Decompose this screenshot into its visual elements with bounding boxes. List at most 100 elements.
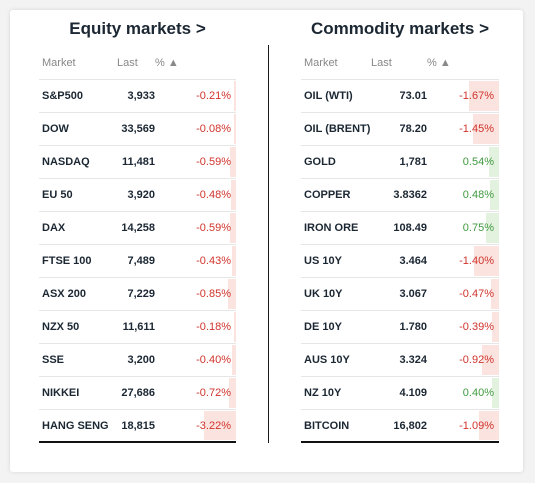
market-name[interactable]: NIKKEI — [42, 387, 80, 399]
pct-change-value: -0.59% — [196, 222, 231, 234]
last-value: 1.780 — [399, 321, 427, 333]
market-name[interactable]: EU 50 — [42, 189, 73, 201]
negative-change-bar — [233, 81, 236, 111]
last-value: 78.20 — [399, 123, 427, 135]
table-row[interactable]: UK 10Y 3.067 -0.47% — [301, 278, 499, 311]
pct-change-value: -1.09% — [459, 419, 494, 432]
table-row[interactable]: BITCOIN 16,802 -1.09% — [301, 410, 499, 443]
pct-change-value: -0.59% — [196, 156, 231, 168]
equity-markets-link[interactable]: Equity markets > — [69, 19, 206, 38]
table-row[interactable]: OIL (WTI) 73.01 -1.67% — [301, 80, 499, 113]
pct-change: -0.08% — [155, 113, 236, 145]
last-value: 1,781 — [399, 156, 427, 168]
pct-column-header-sort[interactable]: % ▲ — [427, 56, 451, 69]
pct-change-value: -1.45% — [459, 123, 494, 135]
market-name[interactable]: UK 10Y — [304, 288, 343, 300]
negative-change-bar — [234, 114, 236, 144]
market-name[interactable]: SSE — [42, 354, 65, 366]
last-value: 108.49 — [393, 222, 427, 234]
pct-change: -0.18% — [155, 311, 236, 343]
market-name[interactable]: NZ 10Y — [304, 387, 342, 399]
market-name[interactable]: GOLD — [304, 156, 336, 168]
last-value: 4.109 — [399, 387, 427, 399]
pct-change: -0.47% — [427, 278, 499, 310]
table-row[interactable]: NZ 10Y 4.109 0.40% — [301, 377, 499, 410]
table-row[interactable]: EU 50 3,920 -0.48% — [39, 179, 236, 212]
last-value: 11,611 — [122, 321, 155, 333]
pct-change: -0.85% — [155, 278, 236, 310]
market-name[interactable]: HANG SENG — [42, 419, 109, 432]
pct-change: 0.48% — [427, 179, 499, 211]
table-row[interactable]: SSE 3,200 -0.40% — [39, 344, 236, 377]
market-name[interactable]: NZX 50 — [42, 321, 80, 333]
market-name[interactable]: DAX — [42, 222, 66, 234]
table-row[interactable]: NZX 50 11,611 -0.18% — [39, 311, 236, 344]
table-row[interactable]: DOW 33,569 -0.08% — [39, 113, 236, 146]
table-row[interactable]: S&P500 3,933 -0.21% — [39, 80, 236, 113]
pct-change: -0.40% — [155, 344, 236, 376]
market-name[interactable]: COPPER — [304, 189, 351, 201]
table-row[interactable]: NASDAQ 11,481 -0.59% — [39, 146, 236, 179]
commodity-table-body: OIL (WTI) 73.01 -1.67% OIL (BRENT) 78.20 -1.4… — [301, 80, 499, 443]
negative-change-bar — [232, 345, 236, 375]
market-name[interactable]: NASDAQ — [42, 156, 90, 168]
negative-change-bar — [230, 147, 236, 177]
market-name[interactable]: OIL (BRENT) — [304, 123, 371, 135]
commodity-panel: Commodity markets > Market Last % ▲ OIL … — [301, 10, 499, 443]
table-row[interactable]: NIKKEI 27,686 -0.72% — [39, 377, 236, 410]
market-name[interactable]: OIL (WTI) — [304, 90, 353, 102]
last-value: 16,802 — [393, 419, 427, 432]
negative-change-bar — [473, 246, 499, 276]
negative-change-bar — [231, 180, 236, 210]
negative-change-bar — [230, 213, 236, 243]
pct-change: 0.75% — [427, 212, 499, 244]
last-value: 33,569 — [121, 123, 155, 135]
pct-change-value: -0.48% — [196, 189, 231, 201]
equity-table-body: S&P500 3,933 -0.21% DOW 33,569 -0.08% NASDAQ 11… — [39, 80, 236, 443]
market-name[interactable]: US 10Y — [304, 255, 342, 267]
pct-change: -1.45% — [427, 113, 499, 145]
table-row[interactable]: AUS 10Y 3.324 -0.92% — [301, 344, 499, 377]
negative-change-bar — [479, 411, 499, 440]
negative-change-bar — [469, 81, 499, 111]
market-name[interactable]: S&P500 — [42, 90, 83, 102]
market-name[interactable]: AUS 10Y — [304, 354, 350, 366]
market-name[interactable]: DOW — [42, 123, 69, 135]
market-name[interactable]: FTSE 100 — [42, 255, 92, 267]
table-row[interactable]: FTSE 100 7,489 -0.43% — [39, 245, 236, 278]
market-column-header: Market — [42, 56, 76, 69]
market-name[interactable]: ASX 200 — [42, 288, 87, 300]
pct-change: -0.72% — [155, 377, 236, 409]
negative-change-bar — [482, 345, 499, 375]
table-row[interactable]: IRON ORE 108.49 0.75% — [301, 212, 499, 245]
pct-change: -1.40% — [427, 245, 499, 277]
last-value: 3.8362 — [393, 189, 427, 201]
negative-change-bar — [490, 279, 499, 309]
table-row[interactable]: US 10Y 3.464 -1.40% — [301, 245, 499, 278]
positive-change-bar — [489, 147, 499, 177]
pct-change-value: 0.48% — [462, 189, 494, 201]
last-value: 27,686 — [121, 387, 155, 399]
pct-change: -0.48% — [155, 179, 236, 211]
pct-change-value: -0.72% — [196, 387, 231, 399]
equity-table-header: Market Last % ▲ — [39, 46, 236, 80]
market-name[interactable]: DE 10Y — [304, 321, 342, 333]
pct-change: -0.39% — [427, 311, 499, 343]
table-row[interactable]: DE 10Y 1.780 -0.39% — [301, 311, 499, 344]
pct-change-value: 0.40% — [462, 387, 494, 399]
table-row[interactable]: COPPER 3.8362 0.48% — [301, 179, 499, 212]
table-row[interactable]: DAX 14,258 -0.59% — [39, 212, 236, 245]
table-row[interactable]: OIL (BRENT) 78.20 -1.45% — [301, 113, 499, 146]
table-row[interactable]: HANG SENG 18,815 -3.22% — [39, 410, 236, 443]
pct-column-header-sort[interactable]: % ▲ — [155, 56, 179, 69]
table-row[interactable]: GOLD 1,781 0.54% — [301, 146, 499, 179]
last-value: 14,258 — [121, 222, 155, 234]
pct-change-value: -1.67% — [459, 90, 494, 102]
pct-change: -0.21% — [155, 80, 236, 112]
positive-change-bar — [490, 180, 499, 210]
negative-change-bar — [492, 312, 499, 342]
commodity-markets-link[interactable]: Commodity markets > — [310, 19, 490, 38]
table-row[interactable]: ASX 200 7,229 -0.85% — [39, 278, 236, 311]
market-name[interactable]: BITCOIN — [304, 419, 350, 432]
market-name[interactable]: IRON ORE — [304, 222, 359, 234]
